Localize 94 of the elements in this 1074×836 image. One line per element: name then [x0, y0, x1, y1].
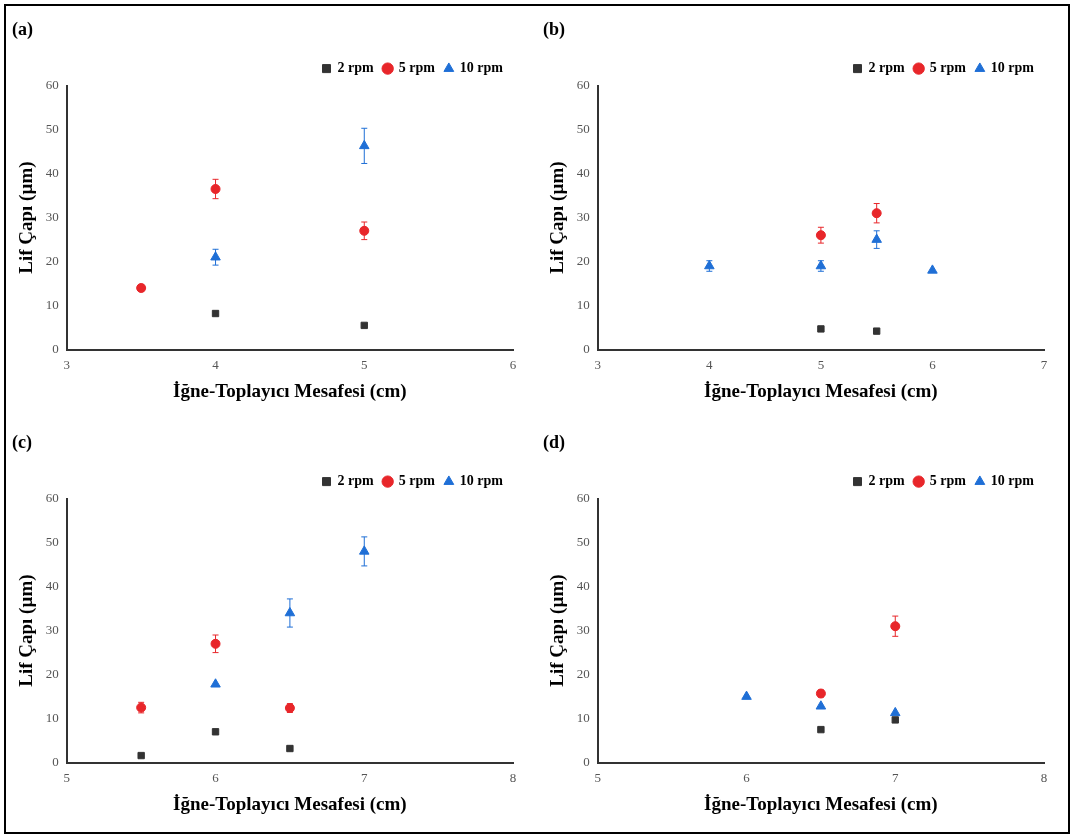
- point: [284, 607, 296, 617]
- x-tick-label: 5: [594, 769, 602, 785]
- legend-label: 2 rpm: [337, 473, 375, 489]
- y-tick-label: 30: [576, 209, 590, 225]
- point: [891, 716, 899, 724]
- point: [890, 621, 901, 632]
- x-tick-label: 6: [212, 769, 220, 785]
- y-tick-label: 10: [45, 297, 59, 313]
- point: [359, 545, 370, 555]
- legend-label: 5 rpm: [929, 473, 967, 489]
- y-tick-label: 40: [576, 165, 590, 181]
- point: [741, 690, 752, 700]
- point: [872, 327, 881, 335]
- y-axis-title: Lif Çapı (µm): [546, 574, 569, 687]
- x-tick-label: 8: [1040, 769, 1048, 785]
- y-tick-label: 50: [45, 534, 59, 550]
- y-tick-label: 40: [45, 578, 59, 594]
- x-axis-title: İğne-Toplayıcı Mesafesi (cm): [704, 792, 938, 815]
- point: [286, 744, 294, 753]
- point: [211, 728, 220, 736]
- legend-label: 5 rpm: [398, 473, 436, 489]
- y-tick-label: 30: [45, 209, 59, 225]
- legend-label: 2 rpm: [868, 473, 906, 489]
- x-tick-label: 6: [743, 769, 751, 785]
- chart-title: (c): [12, 432, 32, 454]
- x-tick-label: 5: [361, 356, 368, 372]
- y-tick-label: 60: [45, 490, 59, 506]
- legend-label: 5 rpm: [929, 60, 967, 76]
- x-axis-title: İğne-Toplayıcı Mesafesi (cm): [173, 379, 407, 402]
- x-tick-label: 7: [361, 769, 369, 785]
- y-tick-label: 0: [583, 754, 590, 770]
- x-tick-label: 6: [929, 356, 937, 372]
- point: [210, 678, 221, 688]
- y-tick-label: 20: [45, 666, 59, 682]
- x-tick-label: 5: [63, 769, 71, 785]
- legend-label: 10 rpm: [459, 473, 504, 489]
- y-tick-label: 60: [576, 77, 590, 93]
- point: [359, 139, 370, 150]
- point: [817, 725, 825, 734]
- y-tick-label: 20: [576, 253, 590, 269]
- chart-title: (a): [12, 19, 33, 41]
- y-tick-label: 10: [576, 297, 590, 313]
- x-tick-label: 7: [892, 769, 900, 785]
- point: [815, 230, 826, 241]
- y-axis-title: Lif Çapı (µm): [15, 574, 38, 687]
- point: [137, 751, 145, 760]
- x-tick-label: 8: [509, 769, 517, 785]
- y-tick-label: 40: [45, 165, 59, 181]
- y-tick-label: 50: [576, 534, 590, 550]
- x-tick-label: 7: [1040, 356, 1048, 372]
- x-tick-label: 6: [509, 356, 517, 372]
- y-tick-label: 60: [45, 77, 59, 93]
- x-tick-label: 3: [594, 356, 602, 372]
- y-axis-title: Lif Çapı (µm): [546, 161, 569, 274]
- point: [210, 184, 221, 194]
- y-tick-label: 50: [45, 121, 59, 137]
- chart-title: (b): [543, 19, 565, 41]
- point: [211, 309, 220, 318]
- y-tick-label: 0: [583, 341, 590, 357]
- legend-label: 2 rpm: [868, 60, 906, 76]
- x-tick-label: 4: [706, 356, 714, 372]
- chart-title: (d): [543, 432, 565, 454]
- x-tick-label: 3: [63, 356, 71, 372]
- x-axis-title: İğne-Toplayıcı Mesafesi (cm): [173, 792, 407, 815]
- y-tick-label: 10: [576, 710, 590, 726]
- y-tick-label: 60: [576, 490, 590, 506]
- point: [890, 706, 901, 717]
- point: [817, 325, 825, 333]
- legend-label: 10 rpm: [990, 60, 1035, 76]
- y-tick-label: 40: [576, 578, 590, 594]
- y-tick-label: 0: [52, 341, 59, 357]
- y-tick-label: 20: [45, 253, 59, 269]
- y-tick-label: 10: [45, 710, 59, 726]
- point: [210, 638, 221, 649]
- point: [927, 264, 938, 274]
- point: [815, 700, 827, 710]
- point: [210, 251, 221, 261]
- point: [871, 208, 882, 219]
- x-axis-title: İğne-Toplayıcı Mesafesi (cm): [704, 379, 938, 402]
- y-tick-label: 30: [576, 622, 590, 638]
- legend-label: 10 rpm: [990, 473, 1035, 489]
- legend-label: 2 rpm: [337, 60, 375, 76]
- y-tick-label: 50: [576, 121, 590, 137]
- legend-label: 5 rpm: [398, 60, 436, 76]
- point: [359, 225, 370, 236]
- y-tick-label: 20: [576, 666, 590, 682]
- y-tick-label: 0: [52, 754, 59, 770]
- legend-label: 10 rpm: [459, 60, 504, 76]
- y-tick-label: 30: [45, 622, 59, 638]
- x-tick-label: 4: [212, 356, 220, 372]
- y-axis-title: Lif Çapı (µm): [15, 161, 38, 274]
- x-tick-label: 5: [817, 356, 825, 372]
- point: [871, 233, 882, 243]
- point: [360, 321, 368, 330]
